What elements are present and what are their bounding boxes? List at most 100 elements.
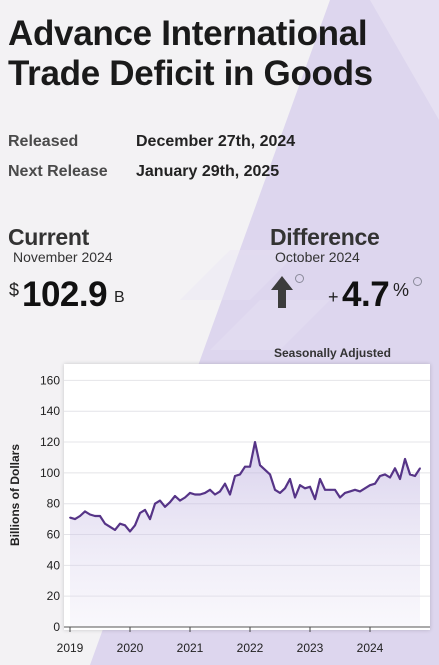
data-point bbox=[294, 496, 296, 499]
info-circle-icon bbox=[295, 274, 304, 283]
data-point bbox=[114, 529, 116, 531]
data-point bbox=[119, 522, 121, 525]
data-point bbox=[419, 467, 421, 470]
data-point bbox=[84, 510, 86, 513]
data-point bbox=[74, 518, 76, 520]
data-point bbox=[229, 493, 231, 496]
data-point bbox=[99, 515, 101, 517]
y-axis-label: Billions of Dollars bbox=[8, 444, 22, 546]
difference-period: October 2024 bbox=[275, 249, 360, 265]
data-point bbox=[319, 478, 321, 480]
difference-unit: % bbox=[393, 280, 410, 300]
data-point bbox=[279, 492, 281, 494]
currency-symbol: $ bbox=[9, 280, 20, 300]
data-points bbox=[69, 441, 421, 533]
data-point bbox=[94, 515, 96, 517]
data-point bbox=[284, 487, 286, 490]
data-point bbox=[314, 498, 316, 500]
data-point bbox=[139, 512, 141, 514]
page-title: Advance International Trade Deficit in G… bbox=[8, 14, 428, 94]
data-point bbox=[349, 490, 351, 493]
data-point bbox=[174, 495, 176, 497]
axes: 0 20 40 60 80 100 120 140 160 2019 2020 2021 2022 202… bbox=[40, 373, 430, 655]
title-line-2: Trade Deficit in Goods bbox=[8, 54, 373, 93]
data-point bbox=[344, 492, 346, 494]
current-value: 102.9 bbox=[22, 275, 108, 314]
data-point bbox=[124, 524, 126, 527]
data-point bbox=[154, 502, 156, 505]
info-circle-icon bbox=[413, 277, 422, 286]
current-unit: B bbox=[114, 289, 125, 306]
data-point bbox=[399, 478, 401, 480]
data-point bbox=[414, 475, 416, 477]
data-point bbox=[104, 522, 106, 525]
data-point bbox=[304, 487, 306, 490]
data-point bbox=[249, 465, 251, 468]
difference-value: 4.7 bbox=[342, 275, 390, 314]
data-point bbox=[334, 488, 336, 491]
data-point bbox=[374, 482, 376, 485]
data-point bbox=[134, 524, 136, 527]
current-period: November 2024 bbox=[13, 249, 113, 265]
data-point bbox=[244, 465, 246, 468]
data-point bbox=[404, 458, 406, 460]
data-point bbox=[354, 488, 356, 491]
y-tick-label: 140 bbox=[40, 404, 60, 418]
x-tick-label: 2023 bbox=[297, 641, 324, 655]
data-point bbox=[224, 482, 226, 485]
data-point bbox=[329, 488, 331, 491]
next-release-label: Next Release bbox=[8, 163, 108, 180]
data-point bbox=[129, 530, 131, 533]
y-tick-label: 20 bbox=[47, 589, 61, 603]
y-tick-label: 160 bbox=[40, 373, 60, 387]
y-tick-label: 100 bbox=[40, 466, 60, 480]
area-layer bbox=[69, 441, 421, 627]
y-tick-label: 60 bbox=[47, 528, 61, 542]
title-line-1: Advance International bbox=[8, 14, 368, 53]
data-point bbox=[254, 441, 256, 443]
next-release-date: January 29th, 2025 bbox=[136, 163, 280, 180]
difference-heading: Difference bbox=[270, 224, 380, 250]
data-point bbox=[259, 464, 261, 467]
watermark-chevrons bbox=[180, 250, 330, 350]
data-point bbox=[189, 492, 191, 494]
series-area bbox=[70, 442, 420, 627]
x-tick-label: 2021 bbox=[177, 641, 204, 655]
data-point bbox=[324, 488, 326, 491]
data-point bbox=[274, 488, 276, 491]
data-point bbox=[299, 484, 301, 487]
x-tick-label: 2020 bbox=[117, 641, 144, 655]
data-point bbox=[204, 492, 206, 494]
data-point bbox=[179, 499, 181, 502]
released-label: Released bbox=[8, 133, 79, 150]
seasonally-adjusted-note: Seasonally Adjusted bbox=[274, 346, 391, 360]
data-point bbox=[214, 493, 216, 496]
data-point bbox=[239, 473, 241, 476]
data-point bbox=[369, 484, 371, 487]
data-point bbox=[219, 490, 221, 493]
data-point bbox=[264, 468, 266, 471]
data-point bbox=[359, 490, 361, 493]
data-point bbox=[389, 476, 391, 479]
y-tick-label: 120 bbox=[40, 435, 60, 449]
y-tick-label: 0 bbox=[53, 620, 60, 634]
arrow-up-icon bbox=[271, 276, 293, 308]
data-point bbox=[379, 475, 381, 477]
data-point bbox=[269, 473, 271, 476]
data-point bbox=[339, 496, 341, 499]
difference-sign: + bbox=[328, 287, 339, 307]
data-point bbox=[89, 513, 91, 516]
y-tick-label: 40 bbox=[47, 558, 61, 572]
data-point bbox=[69, 516, 71, 519]
data-point bbox=[234, 475, 236, 477]
data-point bbox=[149, 518, 151, 520]
data-point bbox=[384, 473, 386, 476]
x-tick-label: 2019 bbox=[57, 641, 84, 655]
x-tick-label: 2024 bbox=[357, 641, 384, 655]
released-date: December 27th, 2024 bbox=[136, 133, 296, 150]
data-point bbox=[159, 499, 161, 502]
x-tick-label: 2022 bbox=[237, 641, 264, 655]
data-point bbox=[409, 473, 411, 476]
data-point bbox=[184, 496, 186, 499]
